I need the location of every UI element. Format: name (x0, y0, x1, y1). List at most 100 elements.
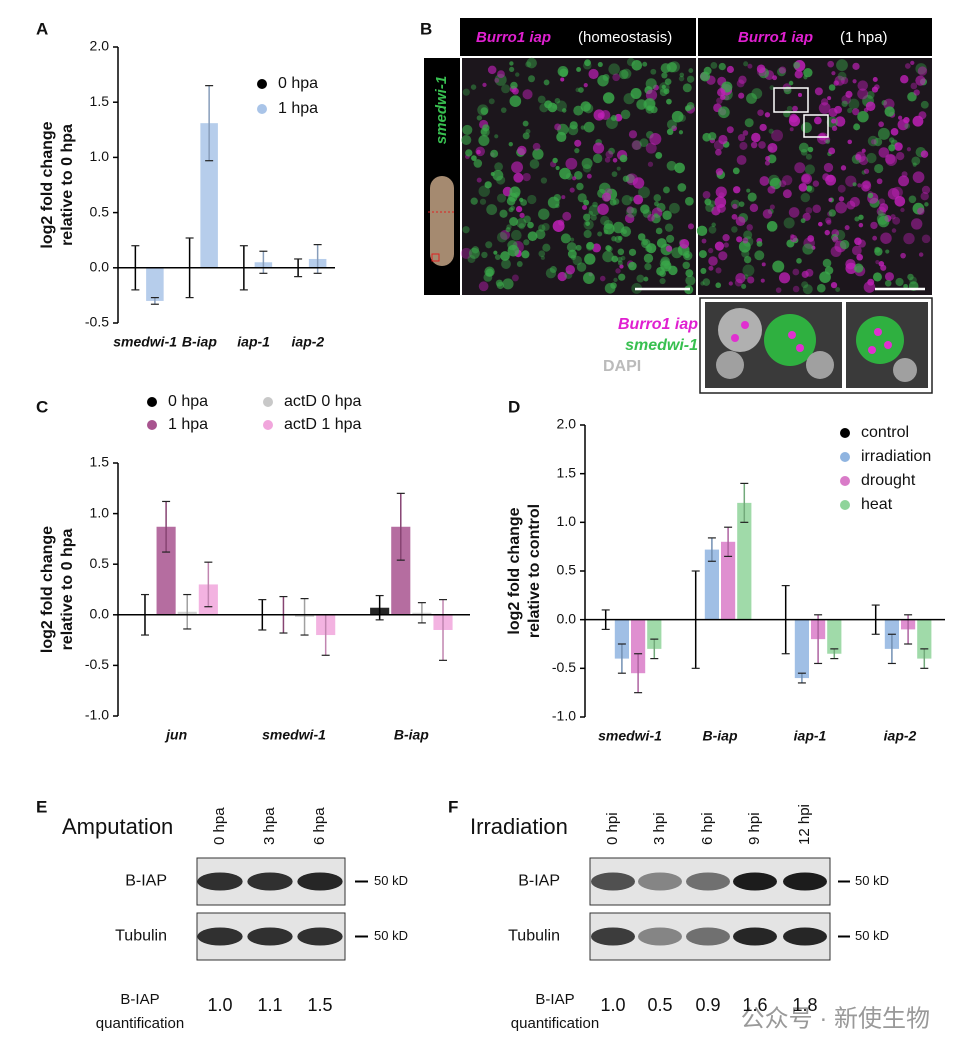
cell (592, 153, 603, 164)
cell (841, 100, 848, 107)
cell (794, 70, 803, 79)
legend-marker (840, 476, 850, 486)
cell (522, 89, 533, 100)
cell (583, 219, 594, 230)
cell (849, 196, 860, 208)
cell (664, 223, 674, 232)
cell (714, 241, 725, 251)
bar (647, 619, 662, 649)
cell (806, 351, 834, 379)
cell (532, 148, 544, 160)
cell (792, 268, 800, 276)
cell (772, 260, 785, 273)
error-bar (396, 492, 405, 561)
cell (746, 224, 753, 231)
cell (856, 253, 863, 261)
cell (561, 195, 566, 200)
cell (903, 116, 910, 124)
cell (511, 229, 522, 241)
cell (666, 98, 672, 105)
cell (903, 232, 915, 245)
cell (789, 127, 794, 132)
error-bar (814, 614, 823, 665)
cell (872, 235, 878, 241)
legend-label: drought (861, 472, 916, 489)
cell (722, 234, 730, 242)
watermark: 公众号 · 新使生物 (741, 1005, 930, 1032)
cell (847, 107, 853, 114)
cell (519, 212, 525, 218)
cell (884, 106, 895, 117)
band (686, 872, 730, 891)
cell (896, 151, 905, 161)
y-tick-label: 0.5 (557, 562, 577, 578)
x-tick-label: iap-2 (292, 334, 325, 350)
cell (788, 207, 800, 218)
cell (565, 173, 573, 180)
cell (834, 105, 842, 114)
y-tick-label: 1.0 (90, 148, 110, 164)
cell (861, 148, 866, 153)
cell (888, 144, 896, 152)
cell (557, 271, 567, 282)
cell (575, 87, 581, 93)
quant-value: 1.1 (257, 995, 282, 1015)
cell (684, 196, 694, 206)
cell (640, 204, 650, 214)
cell (577, 193, 587, 203)
cell (765, 155, 771, 161)
row-label: Tubulin (115, 928, 167, 945)
cell (630, 87, 642, 99)
cell (863, 168, 870, 174)
quant-value: 1.0 (207, 995, 232, 1015)
cell (747, 192, 757, 202)
cell (465, 149, 473, 157)
y-tick-label: 2.0 (90, 38, 110, 54)
cell (480, 127, 488, 135)
cell (750, 141, 758, 149)
cell (603, 229, 609, 235)
cell (769, 204, 775, 210)
cell (494, 162, 503, 172)
cell (500, 251, 510, 261)
cell (835, 201, 847, 214)
cell (586, 173, 592, 179)
cell (494, 254, 501, 260)
cell (779, 180, 787, 188)
cell (775, 287, 782, 293)
y-tick-label: 1.5 (90, 454, 110, 470)
cell (608, 63, 620, 75)
cell (554, 123, 562, 131)
cell (760, 278, 765, 283)
cell (478, 134, 490, 147)
cell (573, 105, 584, 116)
cell (678, 114, 686, 122)
legend-label: control (861, 424, 909, 441)
cell (494, 134, 499, 139)
cell (855, 154, 862, 160)
cell (746, 188, 751, 193)
cell (687, 223, 695, 230)
cell (515, 206, 523, 213)
cell (848, 98, 860, 110)
cell (597, 203, 609, 215)
cell (790, 234, 798, 243)
legend-marker (263, 397, 273, 407)
cell (857, 239, 866, 248)
cell (583, 121, 595, 133)
cell (540, 255, 545, 260)
cell (874, 328, 882, 336)
cell (567, 249, 577, 259)
cell (471, 246, 480, 254)
cell (859, 155, 869, 166)
cell (677, 246, 683, 251)
cell (767, 154, 777, 164)
cell (884, 279, 892, 287)
cell (812, 204, 822, 214)
cell (732, 203, 738, 210)
cell (857, 88, 869, 100)
cell (769, 85, 775, 91)
cell (884, 341, 892, 349)
legend-label: Burro1 iap (618, 316, 698, 333)
quant-value: 1.0 (600, 995, 625, 1015)
